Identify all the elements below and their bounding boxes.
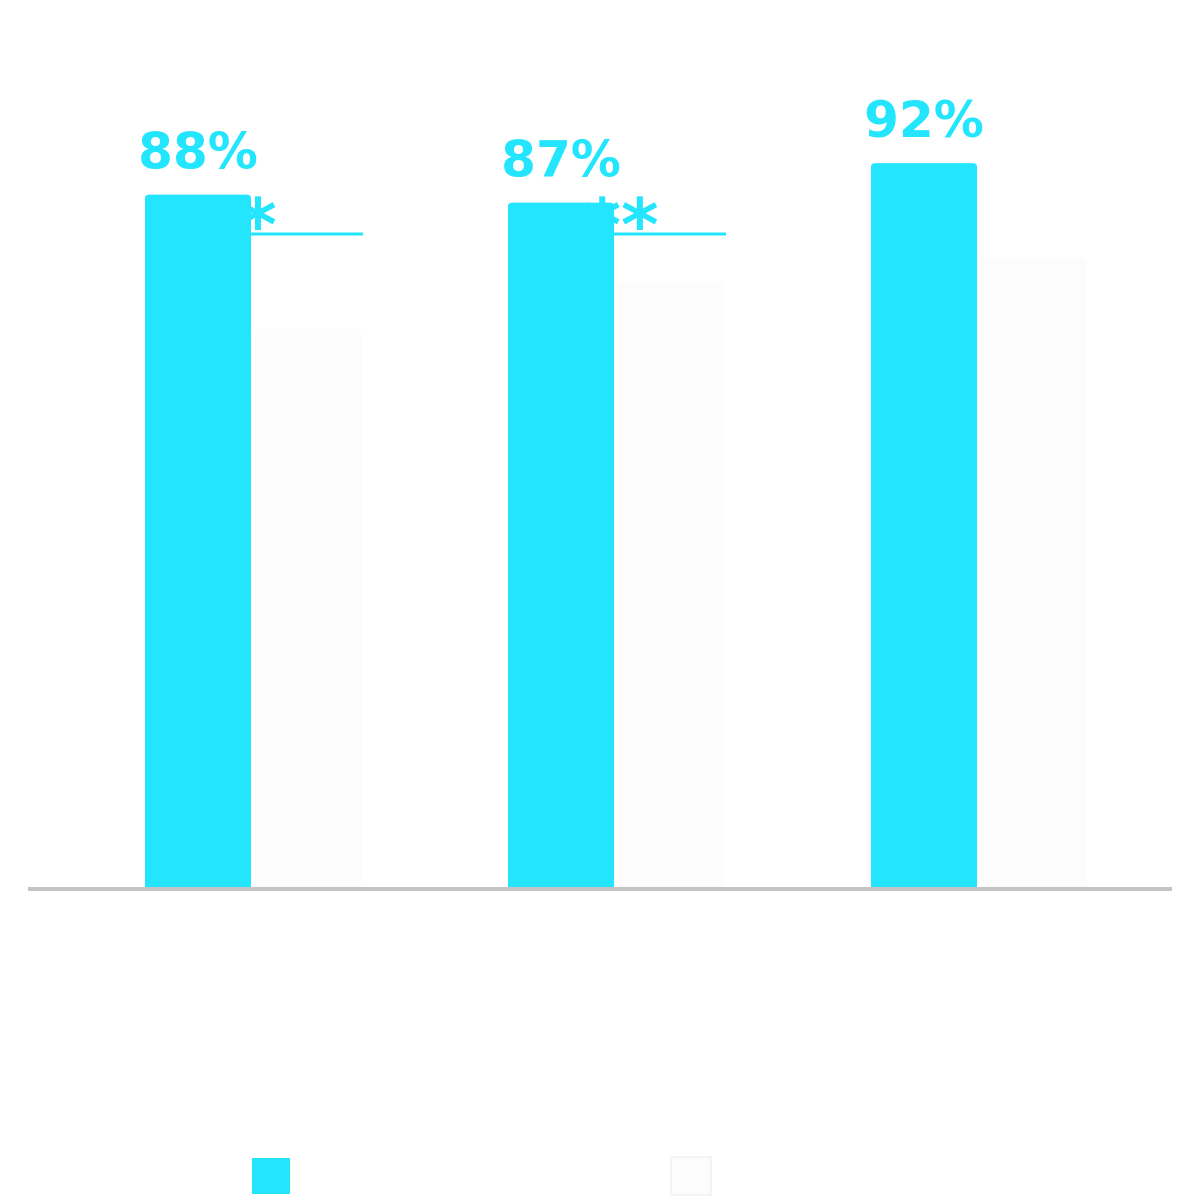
- value-label-series-0-category-0: 88%: [138, 123, 258, 181]
- value-label-series-0-category-2: 92%: [864, 91, 984, 149]
- legend: [252, 1156, 732, 1196]
- significance-marker-1: **: [583, 183, 658, 267]
- bar-series-0-category-0: [145, 194, 251, 889]
- bar-series-1-category-2: [981, 257, 1087, 889]
- bars-layer: [145, 163, 1087, 890]
- bar-series-1-category-0: [255, 328, 361, 889]
- bar-series-1-category-1: [618, 281, 724, 890]
- value-label-series-0-category-1: 87%: [501, 131, 621, 189]
- legend-swatch-primary: [252, 1158, 290, 1194]
- significance-marker-0: *: [239, 183, 277, 267]
- bar-chart: 88% 87%92%* **: [28, 91, 1172, 891]
- bar-series-0-category-2: [871, 163, 977, 889]
- labels-layer: 88% 87%92%* **: [138, 91, 984, 267]
- legend-swatch-secondary: [670, 1156, 712, 1196]
- legend-item-primary: [252, 1158, 312, 1194]
- bar-series-0-category-1: [508, 202, 614, 889]
- legend-item-secondary: [670, 1156, 732, 1196]
